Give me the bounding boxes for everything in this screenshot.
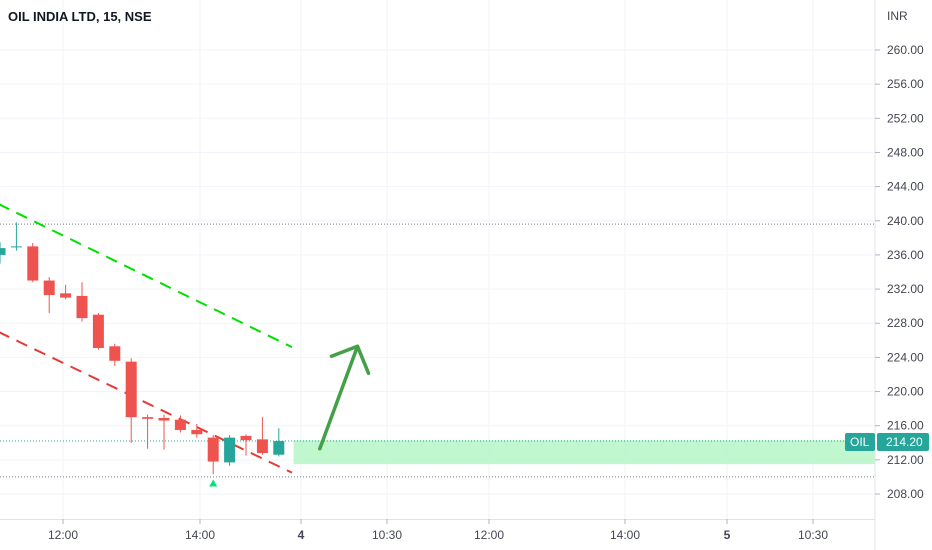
candle-body — [76, 295, 88, 319]
trendline-lower — [0, 331, 293, 474]
trendlines-layer — [0, 203, 293, 474]
candle-body — [240, 435, 252, 441]
horizontal-levels-layer — [0, 223, 875, 478]
candle-body — [43, 280, 55, 296]
chart-title: OIL INDIA LTD, 15, NSE — [8, 9, 152, 24]
y-tick-label: 216.00 — [887, 419, 924, 433]
support-zone-layer — [293, 440, 875, 465]
y-tick-label: 244.00 — [887, 180, 924, 194]
candle-body — [224, 437, 236, 463]
y-tick-label: 236.00 — [887, 248, 924, 262]
candle-body — [92, 314, 104, 348]
y-tick-label: 252.00 — [887, 111, 924, 125]
x-tick-label: 10:30 — [372, 528, 402, 542]
candle-body — [142, 417, 154, 419]
candle-body — [174, 419, 186, 430]
y-tick-label: 212.00 — [887, 453, 924, 467]
candle-body — [273, 441, 285, 455]
y-tick-label: 232.00 — [887, 282, 924, 296]
candle-body — [27, 246, 39, 281]
x-tick-label: 12:00 — [48, 528, 78, 542]
price-tag-value: 214.20 — [886, 435, 923, 449]
arrow-head — [329, 344, 371, 376]
symbol-tag-bg — [845, 433, 875, 451]
x-tick-label: 10:30 — [798, 528, 828, 542]
last-price-tag: OIL 214.20 — [845, 433, 929, 451]
x-tick-label: 5 — [724, 528, 731, 542]
candle-body — [256, 439, 268, 454]
candle-body — [60, 293, 72, 298]
y-tick-label: 240.00 — [887, 214, 924, 228]
candle-body — [207, 437, 219, 462]
candle-body — [0, 248, 6, 255]
y-tick-label: 228.00 — [887, 316, 924, 330]
arrow-shaft — [318, 344, 360, 451]
y-tick-label: 220.00 — [887, 385, 924, 399]
y-tick-label: 260.00 — [887, 43, 924, 57]
candle-body — [158, 418, 170, 421]
candle-body — [10, 246, 22, 248]
time-axis[interactable]: 12:00 14:00 4 10:30 12:00 14:00 5 10:30 — [48, 519, 828, 542]
symbol-tag-label: OIL — [850, 435, 870, 449]
y-tick-label: 248.00 — [887, 145, 924, 159]
x-tick-label: 12:00 — [474, 528, 504, 542]
y-tick-label: 208.00 — [887, 487, 924, 501]
price-tag-bg — [877, 433, 929, 451]
buy-signal-marker — [209, 479, 218, 487]
candle-body — [109, 346, 121, 361]
y-tick-label: 224.00 — [887, 350, 924, 364]
x-tick-label: 14:00 — [185, 528, 215, 542]
currency-label: INR — [887, 9, 908, 23]
price-axis[interactable]: 260.00 256.00 252.00 248.00 244.00 240.00 236.… — [875, 43, 924, 501]
candle-body — [125, 361, 137, 418]
arrow-layer — [318, 344, 371, 451]
candles-layer — [0, 222, 285, 487]
x-tick-label: 4 — [298, 528, 305, 542]
support-zone — [293, 440, 875, 465]
x-tick-label: 14:00 — [610, 528, 640, 542]
y-tick-label: 256.00 — [887, 77, 924, 91]
trendline-upper — [0, 203, 293, 349]
candle-body — [191, 429, 203, 435]
